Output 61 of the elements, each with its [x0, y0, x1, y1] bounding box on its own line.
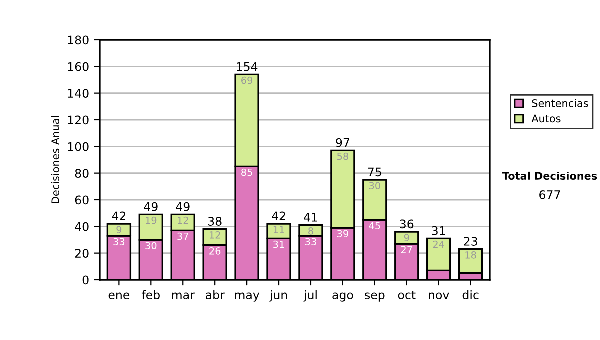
data-label: 9	[404, 234, 410, 242]
text: Total Decisiones	[502, 172, 598, 180]
data-label: 31	[274, 240, 284, 248]
data-label: 33	[306, 238, 316, 246]
y-tick-label: 80	[75, 169, 89, 178]
x-tick-label: oct	[398, 291, 416, 300]
x-tick-label: jul	[304, 290, 317, 302]
x-tick-label: abr	[206, 290, 225, 300]
data-label: 18	[466, 252, 476, 259]
data-label: 19	[146, 216, 157, 224]
total-label: 49	[144, 202, 158, 212]
legend-label: Autos	[532, 114, 561, 123]
data-label: 12	[178, 216, 188, 224]
data-label: 39	[338, 230, 348, 238]
data-label: 45	[369, 222, 380, 230]
data-label: 33	[114, 238, 125, 246]
x-tick-label: jun	[270, 290, 288, 302]
x-tick-label: mar	[172, 292, 195, 300]
total-label: 75	[368, 168, 382, 177]
total-label: 38	[208, 217, 222, 226]
data-label: 8	[308, 228, 314, 235]
y-axis-title: Decisiones Anual	[51, 116, 60, 204]
data-label: 85	[242, 168, 252, 176]
total-label: 42	[112, 212, 126, 220]
data-label: 24	[433, 240, 444, 248]
data-label: 9	[116, 226, 122, 234]
data-label: 27	[401, 246, 412, 254]
total-label: 36	[400, 220, 414, 229]
total-label: 49	[176, 202, 190, 212]
data-label: 12	[210, 232, 220, 239]
legend-label: Sentencias	[532, 99, 588, 108]
total-label: 154	[237, 62, 258, 72]
y-tick-label: 120	[68, 116, 89, 125]
total-label: 31	[432, 226, 446, 236]
total-label: 41	[304, 213, 318, 222]
text: 677	[540, 190, 560, 200]
data-label: 26	[210, 248, 221, 255]
total-label: 97	[336, 138, 350, 148]
x-tick-label: may	[235, 292, 260, 302]
y-tick-label: 140	[68, 89, 89, 98]
y-tick-label: 60	[75, 196, 89, 205]
data-label: 69	[242, 76, 253, 84]
total-label: 42	[272, 212, 286, 220]
y-tick-label: 20	[75, 249, 89, 258]
x-tick-label: nov	[429, 292, 450, 300]
data-label: 11	[274, 226, 284, 234]
data-label: 37	[178, 232, 188, 240]
total-label: 23	[464, 237, 478, 246]
y-tick-label: 160	[68, 62, 89, 72]
x-tick-label: ene	[108, 292, 130, 300]
data-label: 30	[369, 182, 380, 190]
x-tick-label: dic	[462, 290, 479, 300]
y-tick-label: 0	[82, 276, 89, 285]
y-tick-label: 40	[75, 222, 89, 232]
y-tick-label: 100	[68, 142, 89, 152]
data-label: 58	[338, 152, 348, 160]
x-tick-label: ago	[332, 292, 354, 302]
x-tick-label: feb	[142, 290, 160, 300]
y-tick-label: 180	[68, 36, 89, 45]
data-label: 30	[146, 242, 157, 250]
x-tick-label: sep	[365, 292, 385, 302]
